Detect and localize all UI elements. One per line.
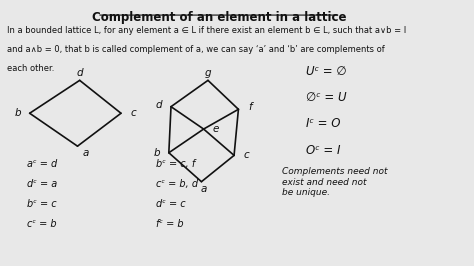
- Text: c: c: [130, 108, 136, 118]
- Text: Uᶜ = ∅: Uᶜ = ∅: [306, 65, 346, 78]
- Text: and a∧b = 0, that b is called complement of a, we can say ‘a’ and ‘b’ are comple: and a∧b = 0, that b is called complement…: [7, 45, 384, 54]
- Text: bᶜ = c, f: bᶜ = c, f: [156, 159, 195, 169]
- Text: Iᶜ = O: Iᶜ = O: [306, 117, 340, 130]
- Text: aᶜ = d: aᶜ = d: [27, 159, 58, 169]
- Text: e: e: [213, 124, 219, 134]
- Text: Oᶜ = I: Oᶜ = I: [306, 144, 340, 156]
- Text: f: f: [249, 102, 253, 112]
- Text: d: d: [76, 68, 83, 78]
- Text: ∅ᶜ = U: ∅ᶜ = U: [306, 91, 346, 104]
- Text: dᶜ = a: dᶜ = a: [27, 179, 58, 189]
- Text: fᶜ = b: fᶜ = b: [156, 219, 183, 228]
- Text: each other.: each other.: [7, 64, 54, 73]
- Text: In a bounded lattice L, for any element a ∈ L if there exist an element b ∈ L, s: In a bounded lattice L, for any element …: [7, 26, 406, 35]
- Text: dᶜ = c: dᶜ = c: [156, 199, 185, 209]
- Text: bᶜ = c: bᶜ = c: [27, 199, 57, 209]
- Text: g: g: [205, 68, 211, 78]
- Text: d: d: [155, 99, 162, 110]
- Text: b: b: [154, 148, 160, 158]
- Text: Complements need not
exist and need not
be unique.: Complements need not exist and need not …: [282, 167, 387, 197]
- Text: b: b: [14, 108, 21, 118]
- Text: a: a: [201, 184, 207, 194]
- Text: Complement of an element in a lattice: Complement of an element in a lattice: [91, 11, 346, 24]
- Text: cᶜ = b: cᶜ = b: [27, 219, 57, 228]
- Text: c: c: [243, 150, 249, 160]
- Text: cᶜ = b, d: cᶜ = b, d: [156, 179, 198, 189]
- Text: a: a: [83, 148, 90, 158]
